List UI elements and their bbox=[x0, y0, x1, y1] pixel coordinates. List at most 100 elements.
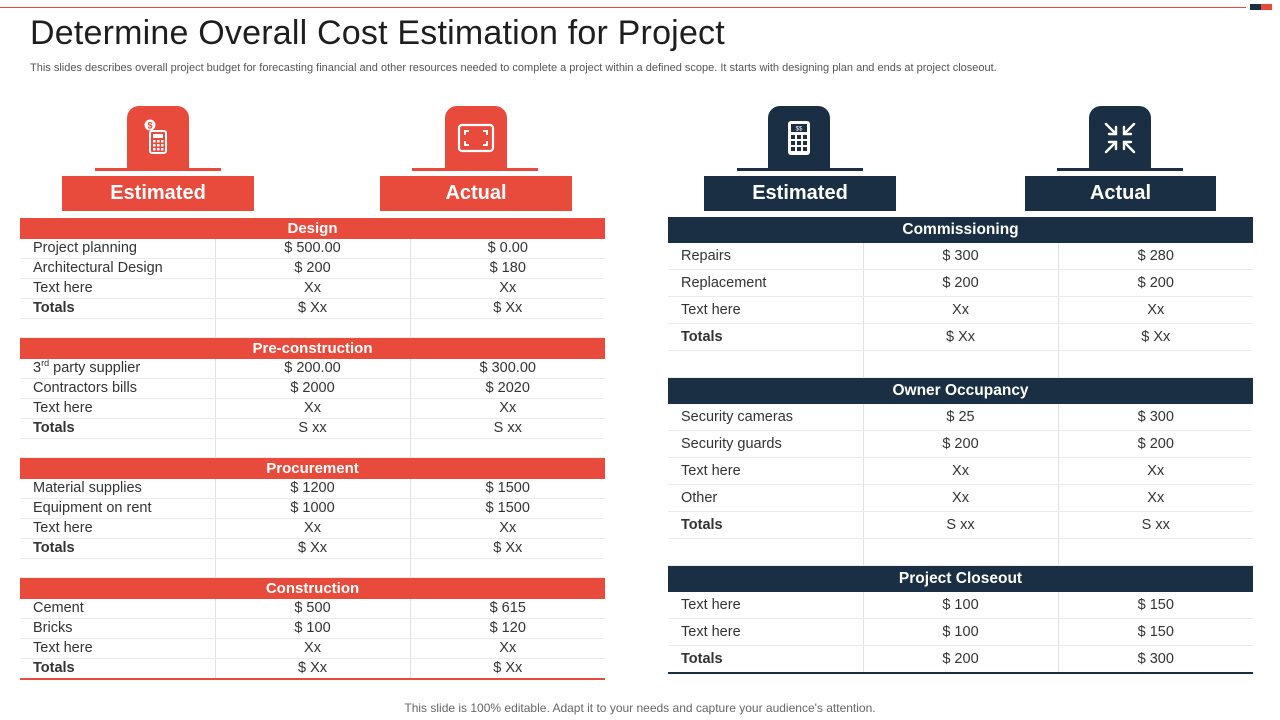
header-base-line bbox=[412, 168, 538, 171]
estimated-total: $ Xx bbox=[214, 298, 411, 319]
actual-value: $ 150 bbox=[1058, 592, 1254, 619]
totals-row: Totals $ 200 $ 300 bbox=[668, 645, 1254, 674]
totals-row: Totals $ Xx $ Xx bbox=[20, 538, 605, 559]
top-accent-line bbox=[0, 7, 1246, 8]
actual-value: $ 200 bbox=[1058, 430, 1254, 458]
row-label: Replacement bbox=[668, 269, 863, 297]
section-title: Project Closeout bbox=[898, 570, 1023, 587]
actual-value: $ 615 bbox=[410, 599, 605, 619]
table-row: Bricks $ 100 $ 120 bbox=[20, 618, 605, 639]
corner-logo-mark bbox=[1250, 4, 1272, 10]
actual-value: $ 120 bbox=[410, 618, 605, 639]
table-row: Repairs $ 300 $ 280 bbox=[668, 243, 1254, 270]
section-header-commissioning: Commissioning bbox=[668, 217, 1254, 243]
row-label: Contractors bills bbox=[20, 378, 215, 399]
spacer-row bbox=[20, 318, 605, 338]
svg-text:$: $ bbox=[147, 121, 152, 131]
section-title: Commissioning bbox=[902, 221, 1019, 238]
actual-value: $ 300 bbox=[1058, 404, 1254, 431]
table-row: Cement $ 500 $ 615 bbox=[20, 599, 605, 619]
totals-label: Totals bbox=[668, 323, 863, 351]
actual-total: $ 300 bbox=[1058, 645, 1254, 674]
estimated-value: $ 500 bbox=[214, 599, 411, 619]
totals-row: Totals $ Xx $ Xx bbox=[20, 658, 605, 680]
estimated-value: $ 200 bbox=[214, 258, 411, 279]
table-row: Text here $ 100 $ 150 bbox=[668, 592, 1254, 619]
table-row: Security cameras $ 25 $ 300 bbox=[668, 404, 1254, 431]
right-cost-table: Commissioning Repairs $ 300 $ 280 Replacem… bbox=[668, 217, 1254, 674]
footer-note: This slide is 100% editable. Adapt it to… bbox=[404, 701, 876, 715]
actual-value: $ 1500 bbox=[410, 479, 605, 499]
section-title: Owner Occupancy bbox=[892, 382, 1029, 399]
estimated-value: $ 100 bbox=[862, 618, 1059, 646]
actual-value: Xx bbox=[1058, 457, 1254, 485]
actual-value: Xx bbox=[410, 278, 605, 299]
actual-value: $ 280 bbox=[1058, 243, 1254, 270]
estimated-value: $ 200 bbox=[862, 430, 1059, 458]
estimated-value: $ 200.00 bbox=[214, 359, 411, 379]
actual-value: Xx bbox=[410, 638, 605, 659]
estimated-value: Xx bbox=[214, 638, 411, 659]
actual-total: S xx bbox=[410, 418, 605, 439]
actual-value: $ 180 bbox=[410, 258, 605, 279]
table-row: Text here Xx Xx bbox=[20, 638, 605, 659]
table-row: Material supplies $ 1200 $ 1500 bbox=[20, 479, 605, 499]
estimated-total: $ Xx bbox=[214, 538, 411, 559]
row-label: Text here bbox=[668, 592, 863, 619]
svg-text:$$: $$ bbox=[796, 127, 803, 133]
totals-label: Totals bbox=[20, 658, 215, 680]
actual-value: Xx bbox=[410, 518, 605, 539]
section-title: Pre-construction bbox=[252, 340, 373, 357]
actual-total: $ Xx bbox=[410, 298, 605, 319]
table-row: 3rd party supplier $ 200.00 $ 300.00 bbox=[20, 359, 605, 379]
right-estimated-label: Estimated bbox=[704, 176, 896, 211]
row-label: Text here bbox=[20, 638, 215, 659]
estimated-value: Xx bbox=[862, 484, 1059, 512]
row-label: Security cameras bbox=[668, 404, 863, 431]
actual-value: $ 300.00 bbox=[410, 359, 605, 379]
estimated-value: $ 25 bbox=[862, 404, 1059, 431]
totals-row: Totals S xx S xx bbox=[20, 418, 605, 439]
spacer-row bbox=[20, 558, 605, 578]
table-row: Security guards $ 200 $ 200 bbox=[668, 430, 1254, 458]
row-label: Security guards bbox=[668, 430, 863, 458]
row-label: Text here bbox=[20, 518, 215, 539]
estimated-value: Xx bbox=[862, 296, 1059, 324]
section-title: Procurement bbox=[266, 460, 359, 477]
estimated-value: Xx bbox=[214, 398, 411, 419]
estimated-value: $ 2000 bbox=[214, 378, 411, 399]
row-label: Architectural Design bbox=[20, 258, 215, 279]
estimated-total: S xx bbox=[214, 418, 411, 439]
actual-value: Xx bbox=[1058, 296, 1254, 324]
row-label: Bricks bbox=[20, 618, 215, 639]
table-row: Replacement $ 200 $ 200 bbox=[668, 269, 1254, 297]
table-row: Text here Xx Xx bbox=[20, 518, 605, 539]
actual-value: $ 200 bbox=[1058, 269, 1254, 297]
section-header-project-closeout: Project Closeout bbox=[668, 565, 1254, 592]
estimated-value: $ 200 bbox=[862, 269, 1059, 297]
page-title: Determine Overall Cost Estimation for Pr… bbox=[30, 14, 725, 52]
estimated-value: $ 500.00 bbox=[214, 239, 411, 259]
table-row: Other Xx Xx bbox=[668, 484, 1254, 512]
left-actual-label: Actual bbox=[380, 176, 572, 211]
estimated-value: Xx bbox=[214, 518, 411, 539]
estimated-total: $ Xx bbox=[862, 323, 1059, 351]
calculator-dollar-icon: $ bbox=[127, 106, 189, 170]
row-label: Material supplies bbox=[20, 479, 215, 499]
table-row: Equipment on rent $ 1000 $ 1500 bbox=[20, 498, 605, 519]
totals-label: Totals bbox=[20, 538, 215, 559]
row-label: Other bbox=[668, 484, 863, 512]
section-header-procurement: Procurement bbox=[20, 457, 605, 479]
table-row: Architectural Design $ 200 $ 180 bbox=[20, 258, 605, 279]
section-header-design: Design bbox=[20, 218, 605, 239]
calculator-icon: $$ bbox=[768, 106, 830, 170]
section-header-owner-occupancy: Owner Occupancy bbox=[668, 377, 1254, 404]
totals-row: Totals $ Xx $ Xx bbox=[20, 298, 605, 319]
section-title: Construction bbox=[265, 580, 360, 597]
row-label: Project planning bbox=[20, 239, 215, 259]
estimated-value: $ 100 bbox=[214, 618, 411, 639]
table-row: Text here Xx Xx bbox=[20, 278, 605, 299]
actual-value: $ 150 bbox=[1058, 618, 1254, 646]
estimated-value: $ 100 bbox=[862, 592, 1059, 619]
left-estimated-label: Estimated bbox=[62, 176, 254, 211]
